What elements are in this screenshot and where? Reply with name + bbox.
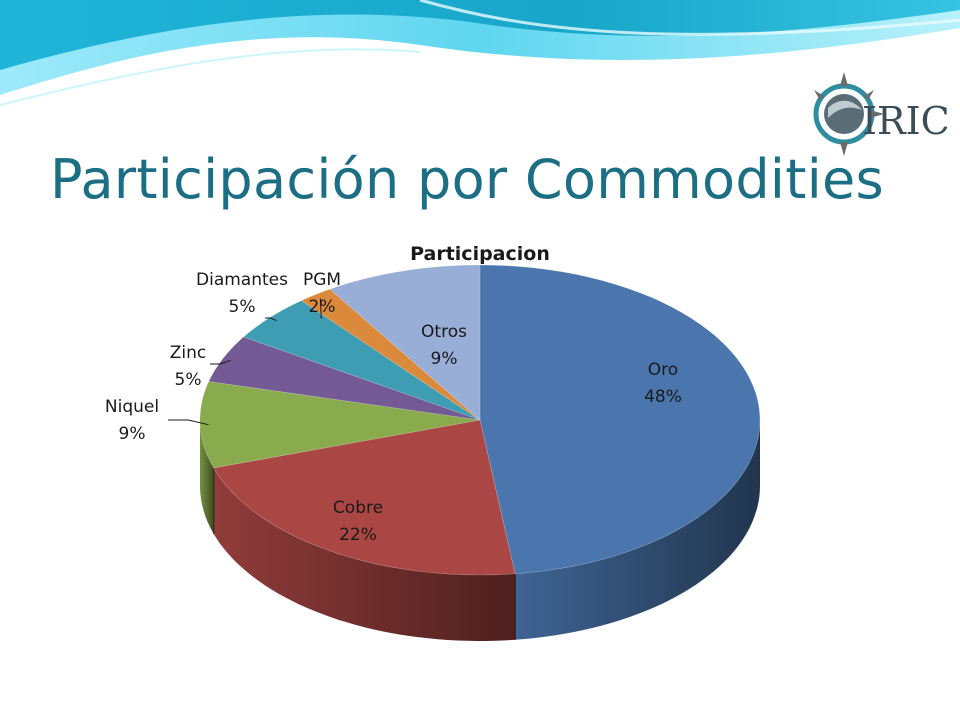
iric-logo: IRIC — [800, 68, 958, 162]
pie-tops — [199, 264, 761, 576]
pie-side-oro — [515, 420, 760, 640]
pie-slice-pgm — [300, 288, 481, 421]
leader-line-zinc — [210, 359, 231, 365]
pie-labels: Oro 48% Cobre 22% Niquel 9% Zinc 5% Diamantes 5% P… — [105, 270, 682, 545]
pie-slice-niquel — [199, 381, 481, 469]
slice-value-otros: 9% — [431, 349, 458, 369]
page-title: Participación por Commodities — [50, 148, 884, 211]
slice-label-pgm: PGM — [303, 270, 341, 290]
pie-sides — [200, 420, 760, 641]
slice-value-pgm: 2% — [309, 297, 336, 317]
header-wave — [0, 0, 960, 106]
slice-label-diamantes: Diamantes — [196, 270, 288, 290]
slice-label-oro: Oro — [648, 360, 678, 380]
pie-slice-oro — [479, 264, 761, 575]
slice-label-cobre: Cobre — [333, 498, 383, 518]
pie-slice-zinc — [208, 336, 481, 421]
logo-text: IRIC — [862, 99, 950, 143]
chart-title: Participacion — [410, 243, 550, 265]
slice-value-niquel: 9% — [119, 424, 146, 444]
slice-label-zinc: Zinc — [170, 343, 207, 363]
slice-label-niquel: Niquel — [105, 397, 159, 417]
slice-value-cobre: 22% — [339, 525, 377, 545]
leader-line-diamantes — [265, 317, 277, 322]
slice-label-otros: Otros — [421, 322, 467, 342]
slice-value-oro: 48% — [644, 387, 682, 407]
leader-line-pgm — [319, 298, 322, 319]
pie-side-niquel — [200, 420, 214, 534]
slice-value-diamantes: 5% — [229, 297, 256, 317]
pie-side-cobre — [213, 467, 516, 641]
leader-line-niquel — [168, 419, 209, 426]
pie-slice-otros — [329, 264, 481, 421]
pie-slice-cobre — [213, 419, 516, 576]
slice-value-zinc: 5% — [175, 370, 202, 390]
